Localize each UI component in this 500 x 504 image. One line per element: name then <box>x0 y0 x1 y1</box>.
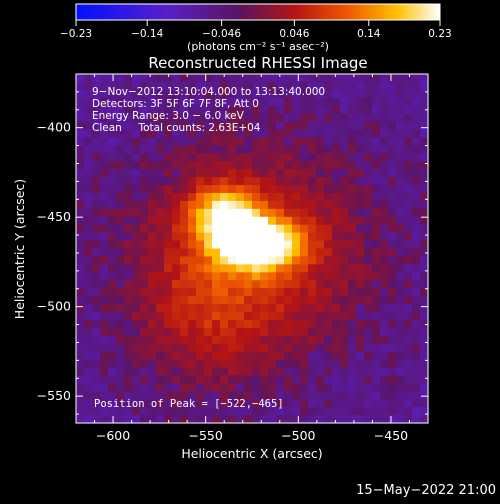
x-tick-label: −550 <box>189 428 223 443</box>
colorbar-tick-label: −0.23 <box>60 28 92 40</box>
y-axis-label: Heliocentric Y (arcsec) <box>12 179 27 319</box>
x-tick-label: −600 <box>96 428 130 443</box>
colorbar-unit-label: (photons cm⁻² s⁻¹ asec⁻²) <box>187 40 329 53</box>
colorbar-ticks: −0.23 −0.14 −0.046 0.046 0.14 0.23 <box>60 20 452 40</box>
y-tick-label: −400 <box>37 120 71 135</box>
x-tick-label: −500 <box>281 428 315 443</box>
colorbar-tick-label: 0.23 <box>428 28 451 40</box>
annotation-energy: Energy Range: 3.0 − 6.0 keV <box>92 110 245 122</box>
annotation-time: 9−Nov−2012 13:10:04.000 to 13:13:40.000 <box>92 86 325 98</box>
y-tick-label: −550 <box>37 388 71 403</box>
peak-position-label: Position of Peak = [−522,−465] <box>94 398 284 410</box>
y-tick-label: −450 <box>37 209 71 224</box>
plot-frame <box>75 73 429 424</box>
colorbar-tick-label: −0.14 <box>131 28 163 40</box>
colorbar <box>75 3 441 21</box>
chart-title: Reconstructed RHESSI Image <box>148 54 367 72</box>
colorbar-tick-label: −0.046 <box>202 28 241 40</box>
annotation-block: 9−Nov−2012 13:10:04.000 to 13:13:40.000 … <box>92 86 325 134</box>
axis-ticks: −600 −550 −500 −450 −400 −450 −500 −550 <box>37 74 428 443</box>
colorbar-tick-label: 0.14 <box>357 28 381 40</box>
footer-timestamp: 15−May−2022 21:00 <box>356 483 496 498</box>
annotation-detectors: Detectors: 3F 5F 6F 7F 8F, Att 0 <box>92 98 259 110</box>
x-tick-label: −450 <box>374 428 408 443</box>
colorbar-tick-label: 0.046 <box>279 28 309 40</box>
heatmap-image <box>76 74 429 424</box>
annotation-counts: Clean Total counts: 2.63E+04 <box>92 122 261 134</box>
y-tick-label: −500 <box>37 299 71 314</box>
x-axis-label: Heliocentric X (arcsec) <box>181 446 322 461</box>
